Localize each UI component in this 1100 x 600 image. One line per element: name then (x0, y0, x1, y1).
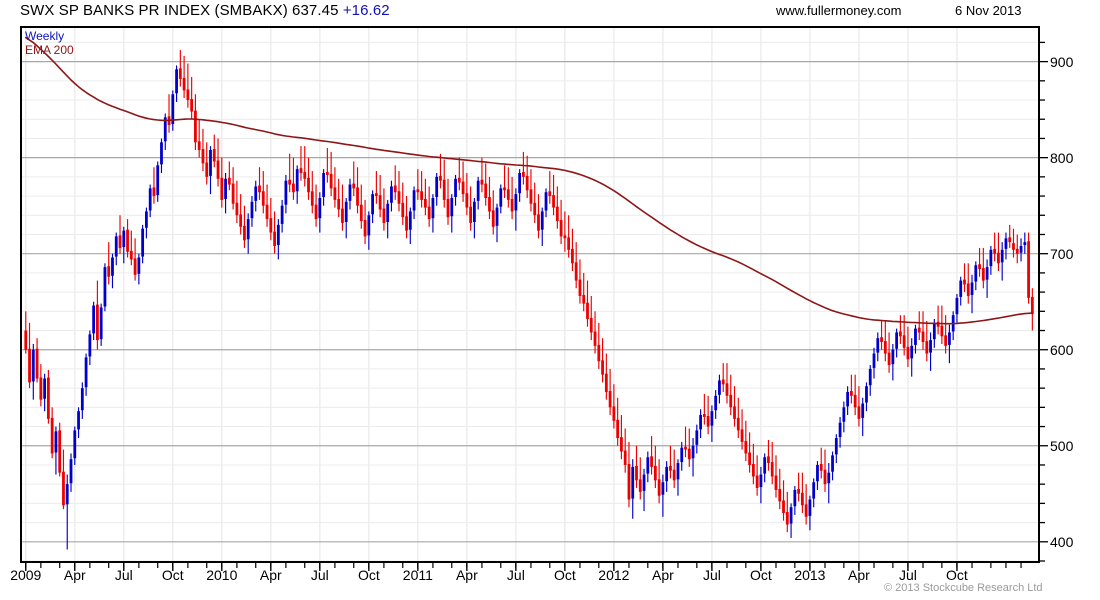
x-axis-tick-label: 2012 (598, 567, 630, 583)
page-title: SWX SP BANKS PR INDEX (SMBAKX) 637.45 +1… (20, 2, 390, 19)
x-axis-tick-label: Oct (553, 567, 576, 583)
y-axis-tick-label: 600 (1050, 341, 1074, 358)
chart-legend: Weekly EMA 200 (25, 29, 74, 57)
x-axis-tick-label: Jul (702, 567, 721, 583)
x-axis-tick-label: Jul (898, 567, 917, 583)
copyright-label: © 2013 Stockcube Research Ltd (884, 582, 1043, 594)
chart-gridlines (22, 28, 1038, 561)
chart-date: 6 Nov 2013 (955, 3, 1022, 18)
x-axis-tick-label: Oct (946, 567, 968, 583)
title-text: SWX SP BANKS PR INDEX (SMBAKX) 637.45 (20, 2, 339, 19)
x-axis-tick-label: Jul (506, 567, 525, 583)
x-axis-tick-label: Oct (750, 567, 772, 583)
x-axis-tick-label: Oct (357, 567, 380, 583)
x-axis-tick-label: Apr (848, 567, 870, 583)
chart-plot-area[interactable]: Weekly EMA 200 (20, 26, 1040, 563)
y-axis-tick-label: 700 (1050, 245, 1074, 262)
x-axis-tick-label: Oct (161, 567, 184, 583)
y-axis-tick-label: 500 (1050, 437, 1074, 454)
legend-ema: EMA 200 (25, 43, 74, 57)
x-axis-tick-label: Apr (455, 567, 478, 583)
x-axis-tick-label: 2009 (10, 567, 42, 583)
y-axis-tick-label: 900 (1050, 53, 1074, 70)
legend-periodicity: Weekly (25, 29, 65, 43)
x-axis-tick-label: 2010 (206, 567, 238, 583)
website-label: www.fullermoney.com (776, 3, 902, 18)
chart-series-layer (24, 36, 1034, 550)
x-axis-tick-label: Apr (259, 567, 282, 583)
chart-header: SWX SP BANKS PR INDEX (SMBAKX) 637.45 +1… (0, 0, 1100, 24)
y-axis: 400 500 600 700 800 900 (1040, 26, 1100, 563)
price-change: +16.62 (342, 2, 390, 19)
x-axis-tick-label: 2011 (402, 567, 433, 583)
y-axis-tick-label: 800 (1050, 149, 1074, 166)
x-axis-tick-label: Apr (63, 567, 86, 583)
x-axis: 2009 Apr Jul Oct 2010 Apr Jul Oct 2011 Apr Jul Oct 2… (10, 563, 1040, 587)
x-axis-tick-label: Jul (114, 567, 133, 583)
x-axis-tick-label: 2013 (794, 567, 826, 583)
y-axis-tick-label: 400 (1050, 533, 1074, 550)
x-axis-tick-label: Apr (651, 567, 674, 583)
x-axis-tick-label: Jul (310, 567, 329, 583)
